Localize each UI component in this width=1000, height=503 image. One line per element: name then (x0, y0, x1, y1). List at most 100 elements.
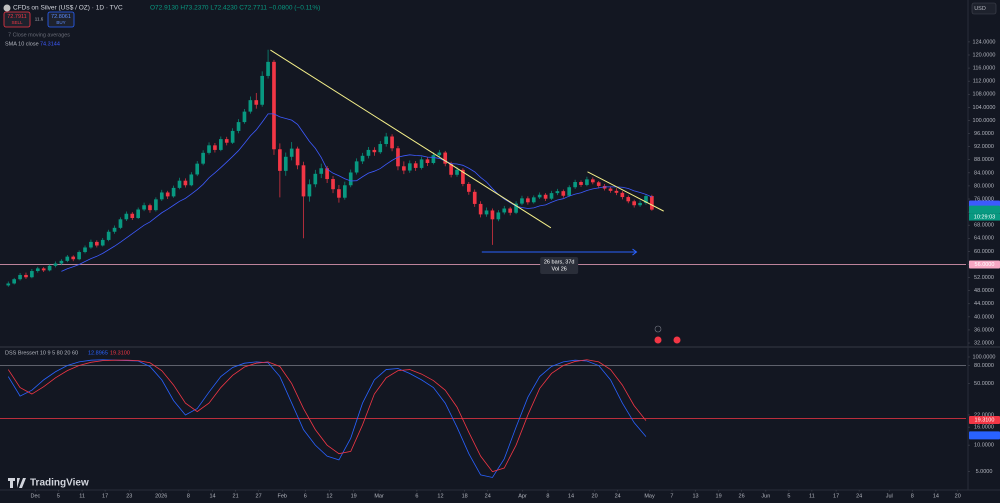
x-tick-label: 7 (670, 493, 673, 499)
y-tick-label: 104.0000 (973, 105, 996, 111)
y-tick-label: 60.0000 (974, 249, 994, 255)
candle-body (154, 199, 158, 211)
candle-body (124, 213, 129, 220)
y-tick-label: 88.0000 (974, 157, 994, 163)
symbol-title[interactable]: CFDs on Silver (US$ / OZ) · 1D · TVC (13, 5, 123, 12)
event-icon[interactable] (654, 325, 662, 333)
candle-body (189, 174, 194, 186)
candle-body (136, 209, 140, 218)
candle-body (502, 208, 507, 213)
ohlc-values: O72.9130 H73.2370 L72.4230 C72.7711 −0.0… (150, 5, 320, 12)
x-tick-label: 8 (546, 493, 549, 499)
y-tick-label: 92.0000 (974, 144, 994, 150)
sma-legend[interactable]: SMA 10 close (5, 41, 39, 47)
spread: 11.6 (35, 17, 44, 22)
indicator-hint[interactable]: 7 Close moving averages (8, 32, 70, 38)
value-tag (969, 431, 1000, 440)
x-tick-label: 20 (592, 493, 598, 499)
y-tick-label: 16.0000 (974, 425, 994, 431)
x-tick-label: Mar (374, 493, 384, 499)
y-tick-label: 68.0000 (974, 223, 994, 229)
y-tick-label: 76.0000 (974, 196, 994, 202)
y-tick-label: 64.0000 (974, 236, 994, 242)
x-tick-label: 24 (615, 493, 621, 499)
buy-button[interactable] (47, 11, 75, 28)
candle-body (325, 168, 329, 180)
x-tick-label: 2026 (155, 493, 167, 499)
sell-button[interactable] (3, 11, 31, 28)
countdown: 10:29:03 (974, 215, 995, 221)
x-tick-label: 5 (787, 493, 790, 499)
candle-body (449, 163, 453, 175)
measure-volume: Vol 26 (552, 266, 567, 272)
candle-body (419, 159, 424, 168)
candle-body (343, 185, 347, 198)
candle-body (455, 169, 459, 175)
candle-body (177, 180, 182, 188)
candle-body (289, 148, 294, 157)
candle-body (171, 187, 176, 197)
candle-body (413, 163, 418, 168)
x-tick-label: Apr (518, 493, 527, 499)
candle-body (496, 212, 501, 220)
candle-body (425, 159, 430, 164)
buy-price: 72.8061 (51, 14, 71, 20)
x-tick-label: 21 (233, 493, 239, 499)
candle-body (183, 180, 188, 186)
x-tick-label: 20 (955, 493, 961, 499)
candle-body (348, 172, 353, 186)
candle-body (573, 181, 577, 188)
candle-body (83, 247, 87, 253)
event-icon[interactable] (673, 336, 681, 344)
y-tick-label: 50.0000 (974, 381, 994, 387)
candle-body (466, 183, 471, 192)
candle-body (30, 271, 34, 278)
y-tick-label: 96.0000 (974, 131, 994, 137)
candle-body (632, 201, 636, 206)
candle-body (520, 198, 524, 204)
candle-body (360, 155, 365, 162)
level-tag-label: 56.0000 (975, 262, 995, 268)
x-tick-label: 17 (102, 493, 108, 499)
candle-body (508, 208, 512, 213)
candle-body (608, 188, 613, 191)
candle-body (307, 184, 312, 197)
candle-body (526, 198, 530, 203)
candle-body (638, 202, 642, 206)
value-tag (969, 415, 1000, 424)
candle-body (272, 61, 276, 150)
sma-legend-value: 74.3144 (40, 41, 60, 47)
oscillator-legend[interactable]: DSS Bressert 10 9 5 80 20 60 (5, 350, 78, 356)
candle-body (100, 239, 105, 246)
candle-body (207, 145, 211, 153)
candle-body (585, 179, 589, 185)
y-tick-label: 100.0000 (973, 118, 996, 124)
currency-button[interactable] (971, 2, 997, 15)
y-tick-label: 52.0000 (974, 275, 994, 281)
sell-label: SELL (11, 20, 23, 25)
candle-body (484, 210, 489, 215)
y-tick-label: 5.0000 (976, 469, 993, 475)
x-tick-label: 14 (210, 493, 216, 499)
candle-body (337, 189, 341, 198)
x-tick-label: May (644, 493, 655, 499)
candle-body (537, 194, 542, 198)
brand-logo (8, 478, 26, 488)
x-tick-label: 6 (415, 493, 418, 499)
y-tick-label: 40.0000 (974, 314, 994, 320)
candle-body (567, 187, 572, 196)
x-tick-label: 11 (79, 493, 85, 499)
y-tick-label: 10.0000 (974, 443, 994, 449)
candle-body (372, 149, 377, 153)
candle-body (626, 197, 631, 202)
candle-body (24, 274, 28, 278)
candle-body (461, 169, 465, 184)
y-tick-label: 84.0000 (974, 170, 994, 176)
x-tick-label: 11 (809, 493, 815, 499)
candle-body (596, 182, 601, 186)
event-icon[interactable] (654, 336, 662, 344)
candle-body (283, 156, 288, 171)
